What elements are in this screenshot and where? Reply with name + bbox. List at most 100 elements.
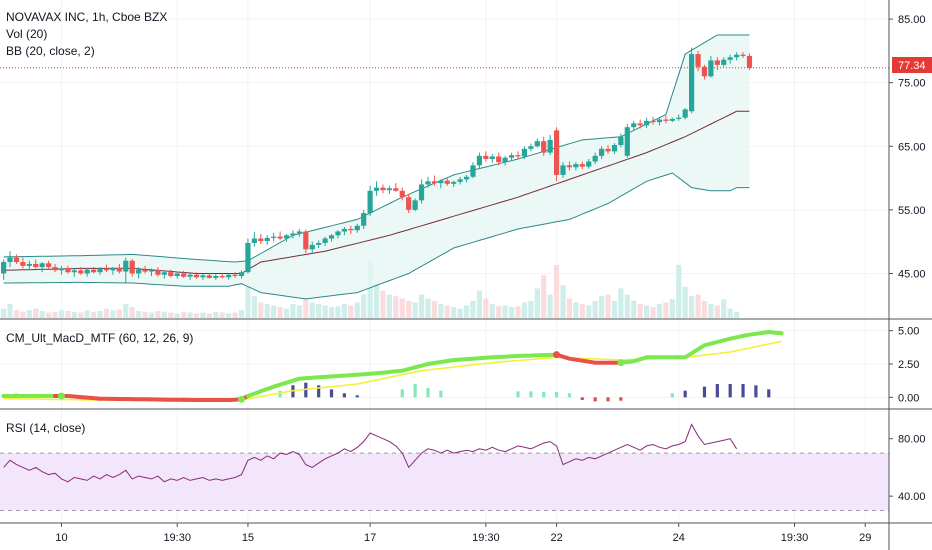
candle-body[interactable] xyxy=(264,237,270,242)
candle-body[interactable] xyxy=(91,269,97,273)
candle-body[interactable] xyxy=(727,57,733,60)
candle-body[interactable] xyxy=(624,127,630,156)
candle-body[interactable] xyxy=(367,190,373,214)
candle-body[interactable] xyxy=(328,235,335,239)
candle-body[interactable] xyxy=(58,268,65,271)
candle-body[interactable] xyxy=(110,267,116,271)
candle-body[interactable] xyxy=(213,276,219,278)
candle-body[interactable] xyxy=(335,231,341,236)
candle-body[interactable] xyxy=(656,119,663,123)
candle-body[interactable] xyxy=(348,228,354,231)
candle-body[interactable] xyxy=(296,231,302,234)
candle-body[interactable] xyxy=(502,157,508,163)
candle-body[interactable] xyxy=(444,180,450,184)
candle-body[interactable] xyxy=(708,60,714,77)
candle-body[interactable] xyxy=(650,120,656,123)
candle-body[interactable] xyxy=(84,269,90,274)
rsi-label[interactable]: RSI (14, close) xyxy=(6,421,85,435)
candle-body[interactable] xyxy=(470,165,476,177)
candle-body[interactable] xyxy=(425,181,431,185)
candle-body[interactable] xyxy=(200,275,206,278)
candle-body[interactable] xyxy=(97,268,103,273)
candle-body[interactable] xyxy=(123,260,129,272)
candle-body[interactable] xyxy=(496,156,502,163)
candle-body[interactable] xyxy=(174,273,180,277)
candle-body[interactable] xyxy=(71,270,77,273)
candle-body[interactable] xyxy=(316,242,322,245)
candle-body[interactable] xyxy=(669,118,675,121)
candle-body[interactable] xyxy=(181,273,187,277)
candle-body[interactable] xyxy=(541,141,547,153)
candle-body[interactable] xyxy=(251,238,257,243)
candle-body[interactable] xyxy=(457,179,463,182)
candle-body[interactable] xyxy=(103,268,110,271)
candle-body[interactable] xyxy=(399,190,405,198)
candles[interactable] xyxy=(0,47,889,284)
candle-body[interactable] xyxy=(618,136,624,146)
candle-body[interactable] xyxy=(142,269,148,272)
candle-body[interactable] xyxy=(682,109,688,118)
candle-body[interactable] xyxy=(277,236,283,239)
candle-body[interactable] xyxy=(232,274,238,277)
candle-body[interactable] xyxy=(573,164,579,168)
candle-body[interactable] xyxy=(1,262,7,274)
candle-body[interactable] xyxy=(695,54,701,67)
candle-body[interactable] xyxy=(393,188,399,191)
candle-body[interactable] xyxy=(676,117,682,119)
candle-body[interactable] xyxy=(129,260,135,274)
candle-body[interactable] xyxy=(598,148,605,156)
candle-body[interactable] xyxy=(155,270,161,275)
candle-body[interactable] xyxy=(303,231,309,250)
candle-body[interactable] xyxy=(560,165,566,175)
candle-body[interactable] xyxy=(245,242,251,273)
volume-label[interactable]: Vol (20) xyxy=(6,27,47,41)
candle-body[interactable] xyxy=(116,267,122,272)
candle-body[interactable] xyxy=(689,54,695,112)
candle-body[interactable] xyxy=(701,66,708,77)
bb-label[interactable]: BB (20, close, 2) xyxy=(6,44,95,58)
candle-body[interactable] xyxy=(611,145,618,152)
candle-body[interactable] xyxy=(322,238,328,243)
candle-body[interactable] xyxy=(521,148,528,157)
candle-body[interactable] xyxy=(489,156,495,159)
candle-body[interactable] xyxy=(65,268,71,273)
candle-body[interactable] xyxy=(631,123,637,128)
candle-body[interactable] xyxy=(721,59,727,65)
candle-body[interactable] xyxy=(566,165,573,168)
candle-body[interactable] xyxy=(515,155,521,157)
candle-body[interactable] xyxy=(20,262,26,266)
candle-body[interactable] xyxy=(637,123,643,126)
candle-body[interactable] xyxy=(476,155,483,166)
candle-body[interactable] xyxy=(418,184,425,201)
candle-body[interactable] xyxy=(644,120,650,126)
candle-body[interactable] xyxy=(579,164,585,167)
candle-body[interactable] xyxy=(380,187,386,191)
candle-body[interactable] xyxy=(714,60,720,65)
candle-body[interactable] xyxy=(373,187,380,191)
candle-body[interactable] xyxy=(734,54,740,58)
candle-body[interactable] xyxy=(740,54,746,56)
candle-body[interactable] xyxy=(547,139,553,153)
candle-body[interactable] xyxy=(168,272,174,277)
symbol-title[interactable]: NOVAVAX INC, 1h, Cboe BZX xyxy=(6,10,167,24)
candle-body[interactable] xyxy=(206,275,212,278)
candle-body[interactable] xyxy=(219,276,225,278)
candle-body[interactable] xyxy=(406,197,412,210)
candle-body[interactable] xyxy=(361,213,367,226)
candle-body[interactable] xyxy=(386,188,392,191)
candle-body[interactable] xyxy=(290,233,296,236)
candle-body[interactable] xyxy=(663,119,669,121)
candle-body[interactable] xyxy=(553,130,560,175)
candle-body[interactable] xyxy=(226,274,232,278)
candle-body[interactable] xyxy=(534,141,540,147)
candle-body[interactable] xyxy=(309,244,315,250)
candle-body[interactable] xyxy=(528,146,534,149)
candle-body[interactable] xyxy=(283,235,290,239)
candle-body[interactable] xyxy=(13,257,20,263)
candle-body[interactable] xyxy=(438,180,444,184)
candle-body[interactable] xyxy=(136,269,142,274)
candle-body[interactable] xyxy=(586,161,592,167)
candle-body[interactable] xyxy=(451,181,457,184)
candle-body[interactable] xyxy=(341,228,347,232)
